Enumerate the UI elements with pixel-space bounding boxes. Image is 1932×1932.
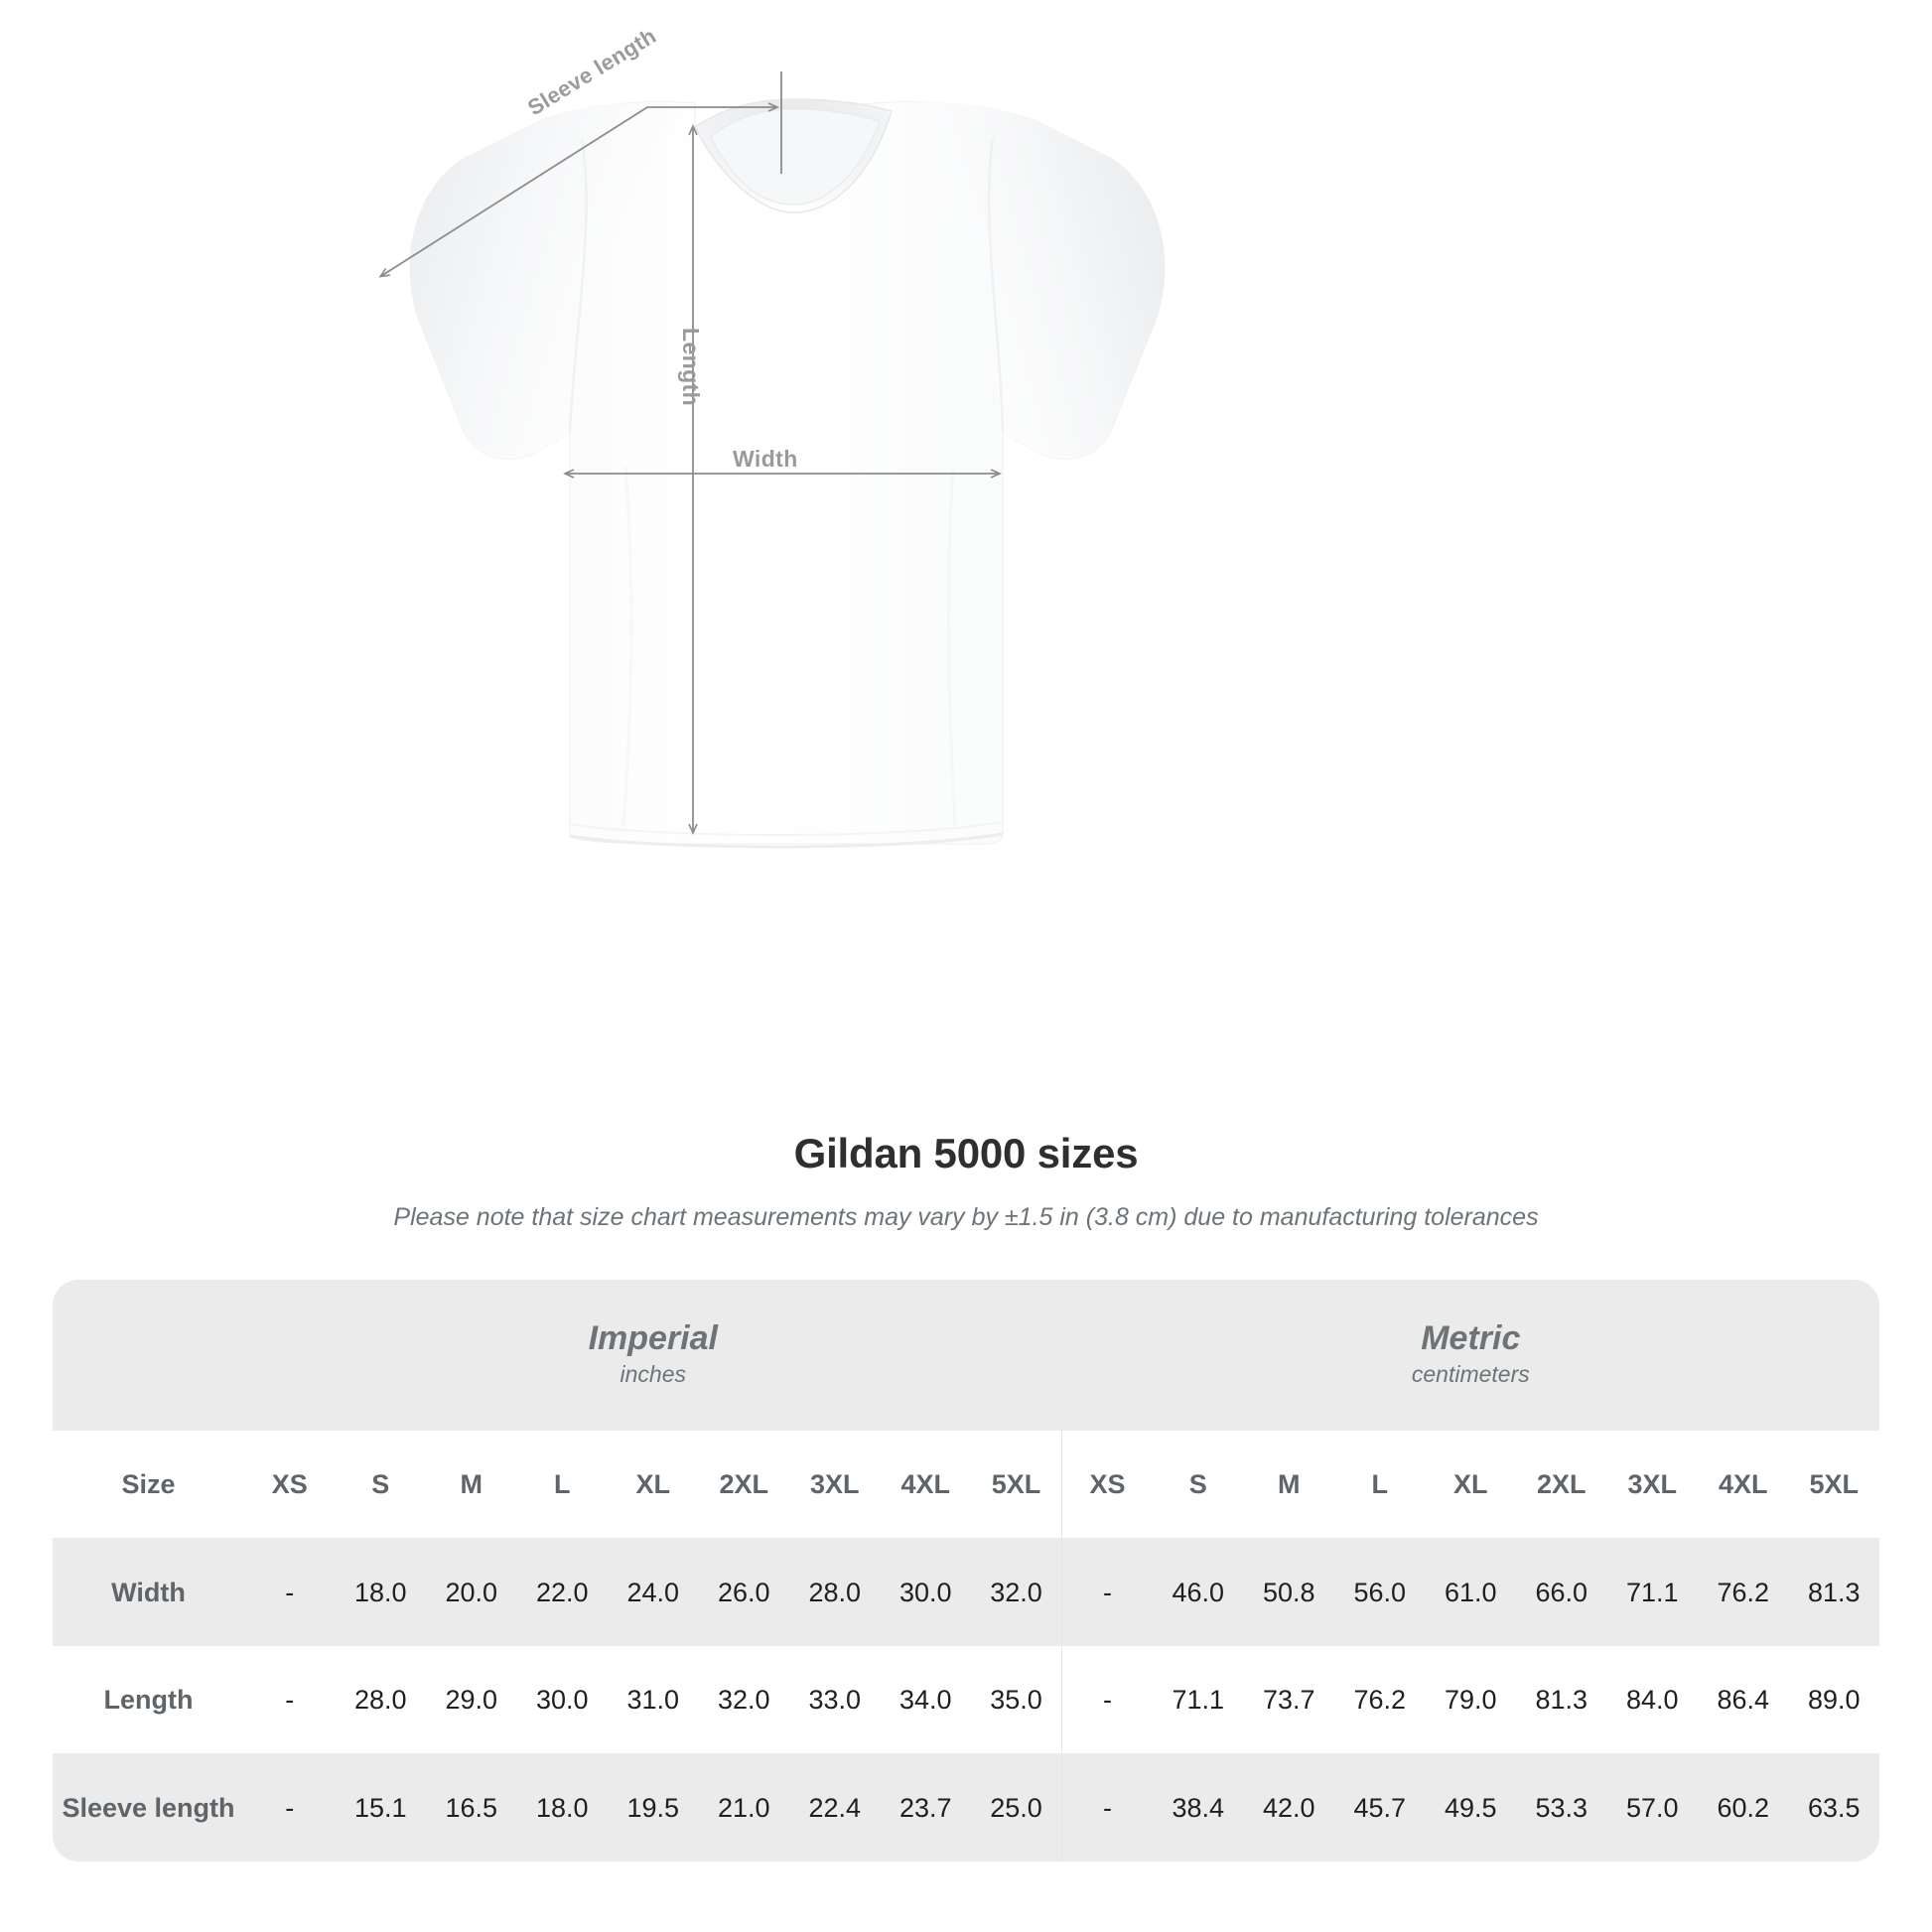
size-header-metric-5xl: 5XL [1788,1431,1880,1539]
size-header-metric-m: M [1243,1431,1335,1539]
page-subtitle: Please note that size chart measurements… [393,1203,1539,1231]
row-label-sleeve-length: Sleeve length [53,1753,244,1862]
cell-sleeve-metric-s: 38.4 [1153,1753,1244,1862]
cell-width-metric-m: 50.8 [1243,1538,1335,1646]
cell-length-imperial-m: 29.0 [426,1646,517,1754]
cell-sleeve-imperial-5xl: 25.0 [971,1753,1062,1862]
cell-width-metric-3xl: 71.1 [1606,1538,1699,1646]
cell-sleeve-metric-l: 45.7 [1334,1753,1426,1862]
cell-width-imperial-4xl: 30.0 [880,1538,971,1646]
cell-length-imperial-l: 30.0 [516,1646,608,1754]
unit-imperial-name: Imperial [588,1318,718,1357]
tshirt-diagram: Sleeve length Length Width [378,23,1166,849]
cell-length-imperial-s: 28.0 [335,1646,426,1754]
cell-sleeve-imperial-2xl: 21.0 [698,1753,789,1862]
cell-width-imperial-l: 22.0 [516,1538,608,1646]
unit-spacer-cell [53,1280,244,1431]
page-title: Gildan 5000 sizes [793,1130,1139,1176]
cell-length-imperial-5xl: 35.0 [971,1646,1062,1754]
size-header-metric-3xl: 3XL [1606,1431,1699,1539]
cell-sleeve-metric-m: 42.0 [1243,1753,1335,1862]
size-header-metric-xs: XS [1061,1431,1154,1539]
table-row-length: Length - 28.0 29.0 30.0 31.0 32.0 33.0 3… [53,1646,1880,1754]
cell-sleeve-imperial-3xl: 22.4 [789,1753,881,1862]
cell-sleeve-metric-2xl: 53.3 [1516,1753,1607,1862]
cell-length-metric-2xl: 81.3 [1516,1646,1607,1754]
length-label: Length [678,328,704,407]
table-row-sleeve-length: Sleeve length - 15.1 16.5 18.0 19.5 21.0… [53,1753,1880,1862]
size-header-imperial-xs: XS [244,1431,336,1539]
cell-width-imperial-m: 20.0 [426,1538,517,1646]
cell-length-imperial-3xl: 33.0 [789,1646,881,1754]
cell-sleeve-imperial-s: 15.1 [335,1753,426,1862]
size-header-imperial-2xl: 2XL [698,1431,789,1539]
cell-length-metric-xs: - [1061,1646,1154,1754]
cell-sleeve-metric-3xl: 57.0 [1606,1753,1699,1862]
row-label-width: Width [53,1538,244,1646]
size-header-metric-2xl: 2XL [1516,1431,1607,1539]
unit-metric-cell: Metric centimeters [1061,1280,1880,1431]
size-header-metric-4xl: 4XL [1698,1431,1789,1539]
size-header-row: Size XS S M L XL 2XL 3XL 4XL 5XL XS S M … [53,1431,1880,1539]
cell-width-metric-xs: - [1061,1538,1154,1646]
unit-imperial-cell: Imperial inches [244,1280,1062,1431]
tshirt-illustration [378,71,1166,849]
unit-header-row: Imperial inches Metric centimeters [53,1280,1880,1431]
size-chart-table: Imperial inches Metric centimeters Size … [53,1280,1880,1862]
unit-metric-sub: centimeters [1411,1360,1530,1387]
cell-length-imperial-xs: - [244,1646,336,1754]
cell-width-imperial-xl: 24.0 [608,1538,699,1646]
size-header-imperial-xl: XL [608,1431,699,1539]
unit-imperial-sub: inches [620,1360,686,1387]
size-header-metric-xl: XL [1425,1431,1517,1539]
row-label-length: Length [53,1646,244,1754]
cell-sleeve-imperial-xl: 19.5 [608,1753,699,1862]
size-header-imperial-l: L [516,1431,608,1539]
size-header-imperial-4xl: 4XL [880,1431,971,1539]
cell-width-metric-5xl: 81.3 [1788,1538,1880,1646]
cell-width-imperial-3xl: 28.0 [789,1538,881,1646]
cell-sleeve-metric-xl: 49.5 [1425,1753,1517,1862]
cell-width-metric-xl: 61.0 [1425,1538,1517,1646]
cell-sleeve-imperial-m: 16.5 [426,1753,517,1862]
caption-block: Gildan 5000 sizes Please note that size … [0,1122,1932,1232]
size-header-imperial-3xl: 3XL [789,1431,881,1539]
cell-length-metric-5xl: 89.0 [1788,1646,1880,1754]
cell-width-metric-l: 56.0 [1334,1538,1426,1646]
size-column-header: Size [53,1431,244,1539]
cell-width-imperial-5xl: 32.0 [971,1538,1062,1646]
cell-width-imperial-2xl: 26.0 [698,1538,789,1646]
cell-width-metric-2xl: 66.0 [1516,1538,1607,1646]
unit-metric-name: Metric [1421,1318,1521,1357]
table-row-width: Width - 18.0 20.0 22.0 24.0 26.0 28.0 30… [53,1538,1880,1646]
cell-length-metric-4xl: 86.4 [1698,1646,1789,1754]
size-header-imperial-s: S [335,1431,426,1539]
cell-length-imperial-4xl: 34.0 [880,1646,971,1754]
width-label: Width [733,446,798,472]
cell-sleeve-metric-4xl: 60.2 [1698,1753,1789,1862]
size-header-metric-s: S [1153,1431,1244,1539]
cell-length-imperial-xl: 31.0 [608,1646,699,1754]
cell-length-metric-m: 73.7 [1243,1646,1335,1754]
cell-sleeve-metric-5xl: 63.5 [1788,1753,1880,1862]
size-header-imperial-5xl: 5XL [971,1431,1062,1539]
cell-sleeve-imperial-4xl: 23.7 [880,1753,971,1862]
cell-length-imperial-2xl: 32.0 [698,1646,789,1754]
cell-sleeve-imperial-l: 18.0 [516,1753,608,1862]
cell-length-metric-s: 71.1 [1153,1646,1244,1754]
cell-width-imperial-xs: - [244,1538,336,1646]
cell-width-metric-s: 46.0 [1153,1538,1244,1646]
cell-sleeve-imperial-xs: - [244,1753,336,1862]
size-chart-table-wrapper: Imperial inches Metric centimeters Size … [53,1280,1880,1862]
cell-length-metric-xl: 79.0 [1425,1646,1517,1754]
cell-sleeve-metric-xs: - [1061,1753,1154,1862]
measurement-lines [378,71,1002,835]
size-header-imperial-m: M [426,1431,517,1539]
cell-length-metric-3xl: 84.0 [1606,1646,1699,1754]
cell-length-metric-l: 76.2 [1334,1646,1426,1754]
cell-width-metric-4xl: 76.2 [1698,1538,1789,1646]
cell-width-imperial-s: 18.0 [335,1538,426,1646]
size-header-metric-l: L [1334,1431,1426,1539]
